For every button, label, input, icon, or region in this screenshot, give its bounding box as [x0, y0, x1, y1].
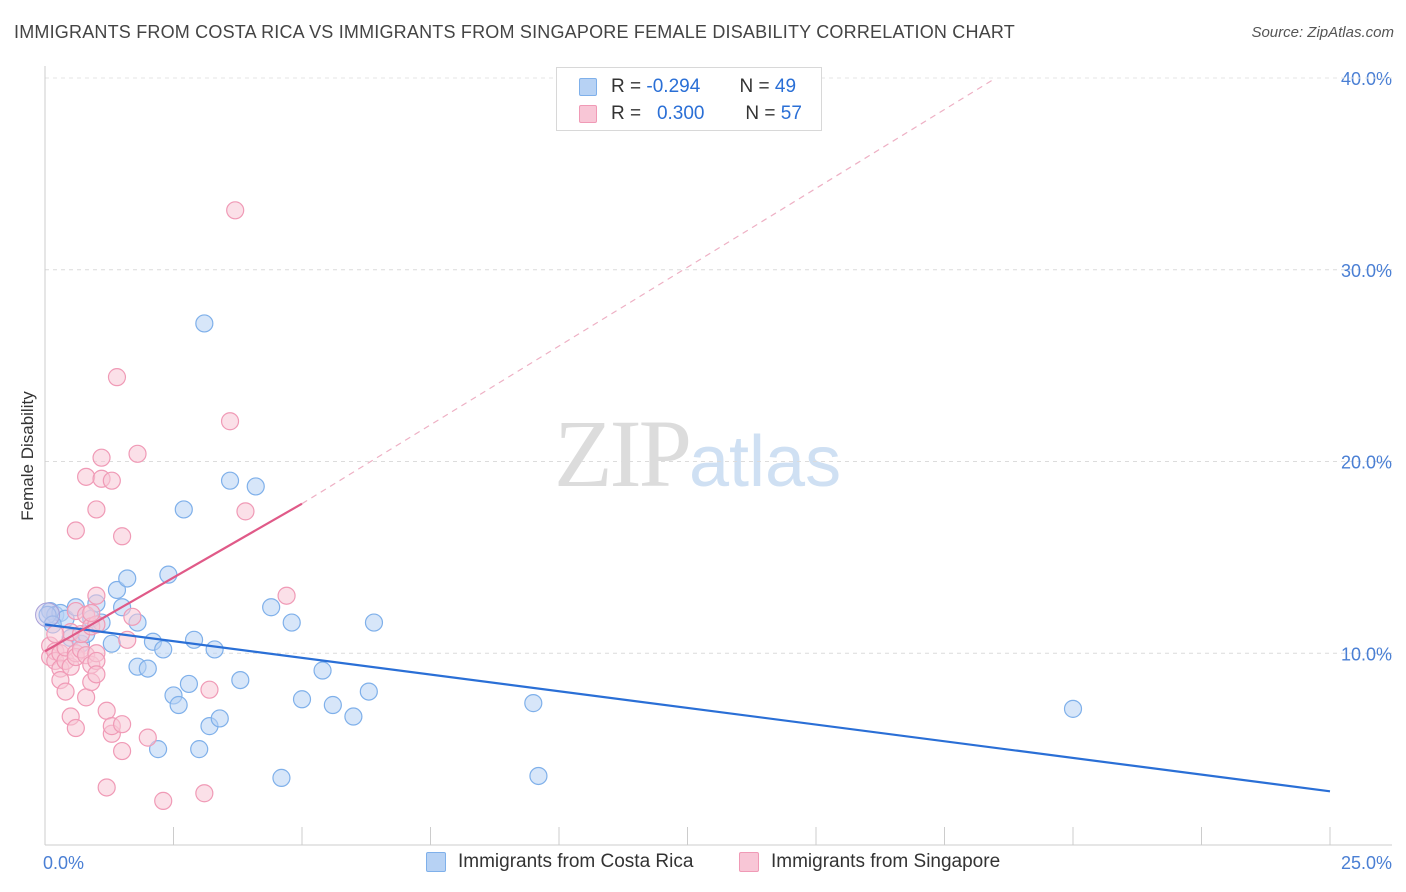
r-value: -0.294	[646, 76, 701, 97]
singapore-point	[112, 527, 132, 546]
costa-rica-point	[231, 670, 250, 690]
singapore-point	[226, 201, 245, 220]
r-value: 0.300	[656, 103, 705, 124]
singapore-point	[123, 607, 142, 626]
costa-rica-point	[282, 613, 301, 632]
costa-rica-point	[359, 682, 378, 701]
costa-rica-point	[210, 709, 229, 728]
costa-rica-point	[195, 314, 214, 333]
singapore-swatch	[579, 105, 597, 123]
stats-legend-row-costa-rica: R = -0.294 N = 49	[579, 74, 796, 100]
singapore-point	[200, 680, 219, 699]
singapore-point	[77, 467, 96, 486]
n-label: N =	[739, 76, 770, 97]
singapore-point	[97, 701, 116, 720]
singapore-point	[97, 778, 116, 797]
costa-rica-point	[154, 640, 173, 659]
singapore-point	[87, 665, 106, 684]
legend-item-costa-rica: Immigrants from Costa Rica	[426, 851, 693, 873]
costa-rica-point	[292, 690, 312, 709]
singapore-point	[92, 448, 111, 467]
costa-rica-point	[364, 613, 384, 632]
costa-rica-point	[118, 569, 137, 588]
y-tick-label: 30.0%	[1341, 261, 1392, 281]
costa-rica-point	[148, 740, 168, 759]
costa-rica-point	[174, 500, 193, 519]
costa-rica-point	[529, 766, 548, 786]
singapore-point	[87, 500, 106, 519]
singapore-point	[87, 586, 106, 605]
y-tick-label: 40.0%	[1341, 69, 1392, 89]
singapore-point	[277, 586, 296, 605]
singapore-point	[46, 624, 65, 644]
costa-rica-point	[138, 659, 157, 678]
costa-rica-legend-label: Immigrants from Costa Rica	[458, 851, 694, 872]
singapore-point	[154, 791, 173, 810]
singapore-point	[112, 715, 132, 734]
costa-rica-point	[205, 640, 224, 659]
costa-rica-point	[524, 694, 543, 713]
costa-rica-point	[190, 740, 209, 759]
overlap-point	[35, 602, 61, 628]
singapore-point	[82, 603, 101, 623]
costa-rica-swatch	[579, 78, 597, 96]
stats-legend: R = -0.294 N = 49 R = 0.300 N = 57	[556, 67, 822, 131]
singapore-point	[236, 502, 255, 521]
singapore-point	[220, 412, 240, 431]
y-tick-label: 20.0%	[1341, 453, 1392, 473]
singapore-trend-extension	[301, 77, 997, 505]
singapore-point	[138, 728, 157, 747]
costa-rica-point	[313, 661, 332, 680]
costa-rica-point	[179, 674, 199, 694]
costa-rica-point	[169, 695, 188, 715]
singapore-point	[128, 444, 147, 463]
singapore-trend-line	[44, 502, 303, 653]
singapore-point	[66, 718, 85, 738]
singapore-point	[195, 784, 214, 803]
costa-rica-point	[107, 580, 127, 600]
singapore-point	[107, 368, 127, 387]
singapore-point	[112, 741, 132, 761]
chart-title: IMMIGRANTS FROM COSTA RICA VS IMMIGRANTS…	[14, 22, 1015, 42]
costa-rica-point	[344, 707, 363, 726]
costa-rica-point	[1063, 699, 1083, 718]
r-label: R =	[611, 76, 642, 97]
watermark-zip: ZIP	[554, 400, 692, 507]
n-value: 49	[774, 76, 797, 97]
singapore-point	[77, 688, 96, 707]
costa-rica-point	[246, 477, 265, 496]
singapore-legend-swatch	[739, 852, 759, 872]
singapore-point	[66, 521, 85, 540]
n-value: 57	[780, 103, 802, 124]
chart-source: Source: ZipAtlas.com	[1251, 24, 1394, 41]
costa-rica-point	[102, 634, 121, 653]
x-tick-label-min: 0.0%	[43, 853, 84, 873]
x-tick-label-max: 25.0%	[1341, 853, 1392, 873]
costa-rica-trend-line	[44, 623, 1331, 793]
costa-rica-point	[272, 768, 291, 787]
stats-legend-row-singapore: R = 0.300 N = 57	[579, 101, 802, 127]
costa-rica-point	[184, 630, 204, 649]
singapore-legend-label: Immigrants from Singapore	[771, 851, 1001, 872]
singapore-point	[56, 682, 75, 701]
y-tick-label: 10.0%	[1341, 644, 1392, 664]
costa-rica-point	[323, 695, 342, 715]
costa-rica-legend-swatch	[426, 852, 446, 872]
n-label: N =	[745, 103, 776, 124]
costa-rica-point	[220, 471, 240, 490]
costa-rica-point	[262, 598, 281, 617]
legend-item-singapore: Immigrants from Singapore	[739, 851, 1000, 873]
r-label: R =	[611, 103, 642, 124]
singapore-point	[102, 471, 121, 490]
